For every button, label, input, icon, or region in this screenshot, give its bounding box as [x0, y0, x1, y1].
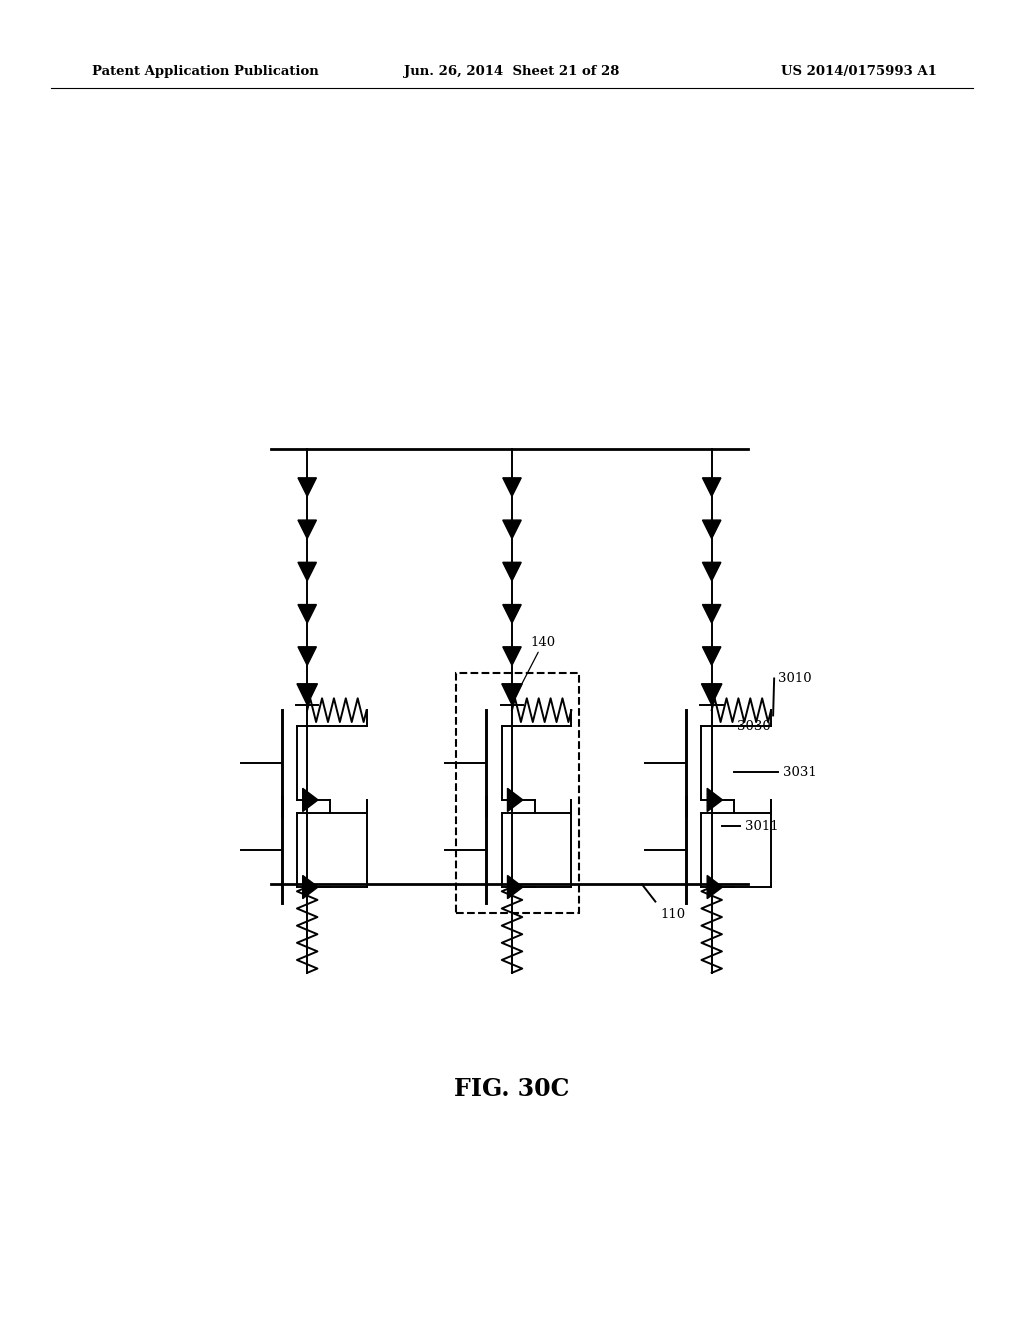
Polygon shape: [508, 875, 523, 899]
Polygon shape: [702, 520, 721, 539]
Polygon shape: [503, 562, 521, 581]
Polygon shape: [303, 875, 318, 899]
Polygon shape: [298, 605, 316, 623]
Polygon shape: [503, 478, 521, 496]
Polygon shape: [502, 684, 522, 705]
Polygon shape: [702, 562, 721, 581]
Polygon shape: [702, 605, 721, 623]
Text: Patent Application Publication: Patent Application Publication: [92, 66, 318, 78]
Text: FIG. 30C: FIG. 30C: [455, 1077, 569, 1101]
Polygon shape: [708, 875, 723, 899]
Text: US 2014/0175993 A1: US 2014/0175993 A1: [781, 66, 937, 78]
Text: 3030: 3030: [737, 719, 771, 733]
Polygon shape: [701, 684, 722, 705]
Polygon shape: [298, 478, 316, 496]
Polygon shape: [702, 647, 721, 665]
Polygon shape: [303, 788, 318, 812]
Polygon shape: [503, 605, 521, 623]
Bar: [456, 673, 579, 913]
Text: Jun. 26, 2014  Sheet 21 of 28: Jun. 26, 2014 Sheet 21 of 28: [404, 66, 620, 78]
Polygon shape: [702, 478, 721, 496]
Polygon shape: [297, 684, 317, 705]
Text: 3011: 3011: [745, 820, 779, 833]
Polygon shape: [298, 562, 316, 581]
Text: 140: 140: [515, 636, 556, 697]
Polygon shape: [298, 520, 316, 539]
Polygon shape: [508, 788, 523, 812]
Text: 3031: 3031: [783, 766, 817, 779]
Polygon shape: [298, 647, 316, 665]
Polygon shape: [503, 520, 521, 539]
Polygon shape: [503, 647, 521, 665]
Polygon shape: [708, 788, 723, 812]
Text: 3010: 3010: [778, 672, 812, 685]
Text: 110: 110: [660, 908, 686, 921]
